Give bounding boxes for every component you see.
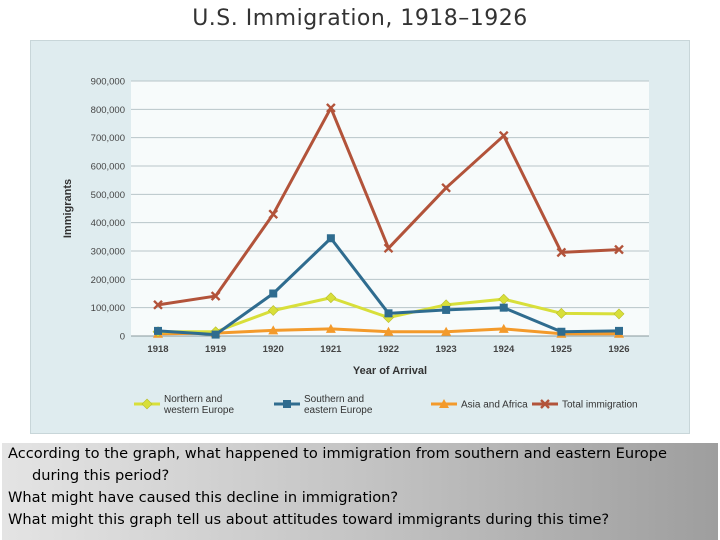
legend-label: Southern and eastern Europe [304,394,373,416]
data-point-square [211,330,220,339]
y-axis-label: Immigrants [62,179,74,238]
data-point-x [614,244,624,255]
data-point-x [383,243,394,254]
data-point-x [441,182,451,193]
x-axis-label: Year of Arrival [353,365,427,377]
y-tick-label: 400,000 [91,218,125,229]
y-tick-label: 600,000 [91,162,125,173]
legend-marker [141,398,153,410]
data-point-square [326,234,335,243]
data-point-diamond [555,307,567,319]
data-point-square [384,309,393,318]
y-tick-label: 800,000 [91,105,125,116]
data-point-x [556,247,567,258]
legend-label: Northern and western Europe [163,394,234,416]
legend-label: Total immigration [562,400,638,411]
y-tick-label: 200,000 [91,275,125,286]
data-point-x [498,130,509,141]
data-point-x [326,103,336,113]
data-point-triangle [383,326,394,336]
x-tick-label: 1924 [493,344,515,355]
legend-marker [283,400,291,408]
data-point-x [153,299,163,310]
x-tick-label: 1925 [551,344,573,355]
y-tick-label: 500,000 [91,190,125,201]
x-tick-label: 1920 [263,344,284,355]
line-chart: 0 100,000 200,000 300,000 400,000 500,000 600,… [62,77,649,416]
caption-box: According to the graph, what happened to… [2,443,718,540]
y-tick-label: 900,000 [91,77,125,88]
question-2: What might have caused this decline in i… [8,489,399,506]
data-point-triangle [498,323,509,333]
y-tick-label: 300,000 [91,247,125,258]
data-point-square [615,326,623,335]
x-tick-label: 1922 [378,344,399,355]
y-tick-label: 700,000 [91,133,125,144]
x-tick-label: 1926 [608,344,629,355]
data-point-triangle [441,326,452,336]
data-point-square [442,305,451,314]
data-point-triangle [325,323,336,333]
data-point-square [154,326,162,335]
data-point-x [210,291,221,301]
x-tick-label: 1923 [436,344,457,355]
data-point-square [499,303,508,312]
x-tick-label: 1919 [205,344,226,355]
question-1: According to the graph, what happened to… [8,445,667,484]
data-point-x [268,209,279,220]
legend-marker [540,399,550,409]
legend-marker [439,399,449,408]
question-3: What might this graph tell us about atti… [8,511,610,528]
legend-label: Asia and Africa [461,400,528,411]
chart-title: U.S. Immigration, 1918–1926 [192,6,528,31]
y-tick-label: 100,000 [91,303,125,314]
x-tick-label: 1921 [320,344,342,355]
y-tick-label: 0 [120,332,125,343]
data-point-square [269,289,278,298]
data-point-diamond [325,292,337,304]
chart-panel: 0 100,000 200,000 300,000 400,000 500,000 600,… [30,40,690,434]
data-point-diamond [267,305,279,316]
data-point-triangle [268,325,279,335]
data-point-square [557,327,566,336]
x-tick-label: 1918 [147,344,168,355]
data-point-diamond [613,308,625,320]
